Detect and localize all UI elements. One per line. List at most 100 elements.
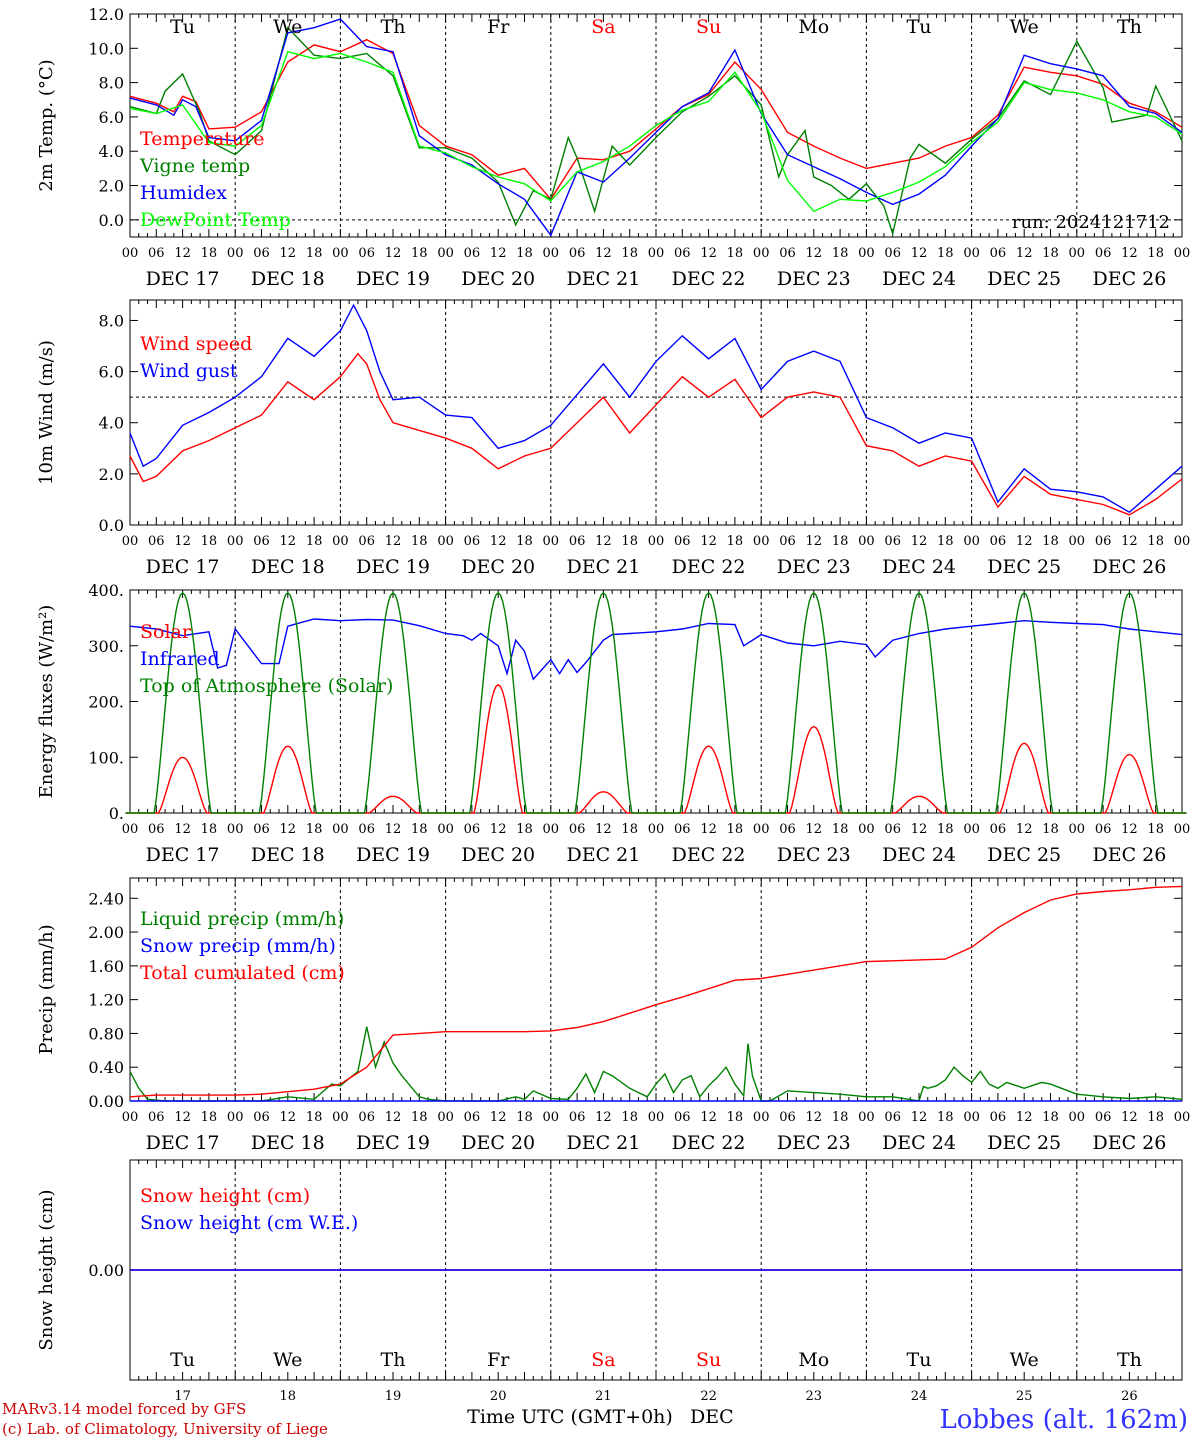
legend-item: DewPoint Temp bbox=[140, 209, 291, 231]
series-line-top-of-atmosphere-solar- bbox=[125, 591, 1187, 814]
x-hour-label: 12 bbox=[700, 1110, 717, 1125]
x-hour-label: 00 bbox=[437, 822, 454, 837]
x-hour-label: 00 bbox=[122, 246, 139, 261]
y-tick-label: 0.00 bbox=[88, 1261, 124, 1280]
x-hour-label: 06 bbox=[779, 534, 796, 549]
x-date-label: DEC 22 bbox=[672, 844, 746, 866]
legend-item: Solar bbox=[140, 621, 192, 643]
x-date-label: DEC 23 bbox=[777, 556, 851, 578]
y-tick-label: 2.0 bbox=[99, 465, 124, 484]
x-hour-label: 06 bbox=[358, 246, 375, 261]
y-tick-label: 12.0 bbox=[88, 5, 124, 24]
x-hour-label: 00 bbox=[332, 534, 349, 549]
x-hour-label: 06 bbox=[990, 1110, 1007, 1125]
x-hour-label: 18 bbox=[1147, 246, 1164, 261]
x-date-label: DEC 17 bbox=[146, 268, 220, 290]
x-hour-label: 12 bbox=[700, 822, 717, 837]
x-hour-label: 12 bbox=[1016, 246, 1033, 261]
x-hour-label: 12 bbox=[806, 246, 823, 261]
x-hour-label: 18 bbox=[1042, 822, 1059, 837]
day-number-label: 26 bbox=[1121, 1389, 1138, 1404]
x-hour-label: 06 bbox=[1095, 534, 1112, 549]
legend-item: Vigne temp bbox=[139, 155, 250, 177]
y-tick-label: 0.80 bbox=[88, 1024, 124, 1043]
weekday-label: Th bbox=[381, 1349, 406, 1371]
x-hour-label: 00 bbox=[963, 246, 980, 261]
panel-precip: 0.00 0.40 0.80 1.20 1.60 2.00 2.40 Precip (mm/h… bbox=[36, 877, 1191, 1154]
legend-item: Humidex bbox=[140, 182, 227, 204]
day-number-label: 23 bbox=[806, 1389, 823, 1404]
x-date-label: DEC 18 bbox=[251, 556, 325, 578]
copyright: (c) Lab. of Climatology, University of L… bbox=[2, 1420, 328, 1438]
x-hour-label: 00 bbox=[858, 1110, 875, 1125]
x-hour-label: 12 bbox=[174, 534, 191, 549]
x-hour-label: 00 bbox=[753, 534, 770, 549]
x-hour-label: 06 bbox=[569, 534, 586, 549]
x-hour-label: 12 bbox=[911, 246, 928, 261]
legend-item: Wind gust bbox=[140, 360, 238, 382]
x-hour-label: 12 bbox=[490, 822, 507, 837]
legend-item: Top of Atmosphere (Solar) bbox=[140, 675, 393, 697]
x-hour-label: 00 bbox=[753, 246, 770, 261]
y-tick-label: 400. bbox=[88, 581, 124, 600]
x-hour-label: 06 bbox=[884, 246, 901, 261]
x-hour-label: 18 bbox=[516, 1110, 533, 1125]
x-hour-label: 18 bbox=[201, 246, 218, 261]
x-hour-label: 06 bbox=[674, 246, 691, 261]
x-date-label: DEC 24 bbox=[882, 556, 956, 578]
x-date-label: DEC 18 bbox=[251, 268, 325, 290]
weekday-label: Sa bbox=[591, 1349, 615, 1371]
series-line-humidex bbox=[129, 18, 1183, 237]
x-hour-label: 06 bbox=[569, 1110, 586, 1125]
x-hour-label: 12 bbox=[806, 1110, 823, 1125]
x-date-label: DEC 21 bbox=[566, 556, 640, 578]
x-hour-label: 18 bbox=[411, 822, 428, 837]
x-hour-label: 00 bbox=[227, 246, 244, 261]
x-hour-label: 06 bbox=[674, 822, 691, 837]
x-hour-label: 06 bbox=[569, 822, 586, 837]
legend-item: Snow precip (mm/h) bbox=[140, 935, 336, 957]
weekday-label: Mo bbox=[798, 16, 829, 38]
y-tick-label: 4.0 bbox=[99, 142, 124, 161]
x-date-label: DEC 26 bbox=[1092, 268, 1166, 290]
x-hour-label: 18 bbox=[516, 246, 533, 261]
month-label: DEC bbox=[690, 1406, 734, 1428]
x-date-label: DEC 22 bbox=[672, 1132, 746, 1154]
x-hour-label: 00 bbox=[1174, 1110, 1191, 1125]
y-tick-label: 0.0 bbox=[99, 211, 124, 230]
weekday-label: We bbox=[273, 16, 302, 38]
y-tick-label: 4.0 bbox=[99, 414, 124, 433]
x-hour-label: 00 bbox=[1069, 1110, 1086, 1125]
x-hour-label: 18 bbox=[937, 534, 954, 549]
x-hour-label: 00 bbox=[858, 534, 875, 549]
y-tick-label: 0. bbox=[109, 804, 124, 823]
x-hour-label: 00 bbox=[648, 534, 665, 549]
x-hour-label: 06 bbox=[674, 534, 691, 549]
x-hour-label: 12 bbox=[280, 1110, 297, 1125]
x-hour-label: 18 bbox=[621, 822, 638, 837]
x-hour-label: 18 bbox=[832, 1110, 849, 1125]
weekday-label: Tu bbox=[170, 16, 195, 38]
weekday-label: Th bbox=[1117, 16, 1142, 38]
x-hour-label: 12 bbox=[385, 1110, 402, 1125]
x-hour-label: 12 bbox=[595, 534, 612, 549]
x-hour-label: 06 bbox=[253, 822, 270, 837]
x-hour-label: 00 bbox=[1069, 822, 1086, 837]
x-hour-label: 12 bbox=[385, 822, 402, 837]
day-number-label: 17 bbox=[174, 1389, 191, 1404]
y-tick-label: 0.00 bbox=[88, 1092, 124, 1111]
x-hour-label: 06 bbox=[779, 822, 796, 837]
x-hour-label: 06 bbox=[884, 822, 901, 837]
x-hour-label: 12 bbox=[280, 246, 297, 261]
panel-energy: 0. 100. 200. 300. 400. Energy fluxes (W/m²) So… bbox=[36, 581, 1190, 866]
x-hour-label: 12 bbox=[174, 246, 191, 261]
x-hour-label: 06 bbox=[1095, 1110, 1112, 1125]
x-hour-label: 18 bbox=[621, 246, 638, 261]
y-tick-label: 8.0 bbox=[99, 311, 124, 330]
y-tick-label: 8.0 bbox=[99, 74, 124, 93]
x-date-label: DEC 18 bbox=[251, 844, 325, 866]
x-hour-label: 12 bbox=[1121, 1110, 1138, 1125]
x-date-label: DEC 26 bbox=[1092, 844, 1166, 866]
x-hour-label: 12 bbox=[595, 1110, 612, 1125]
